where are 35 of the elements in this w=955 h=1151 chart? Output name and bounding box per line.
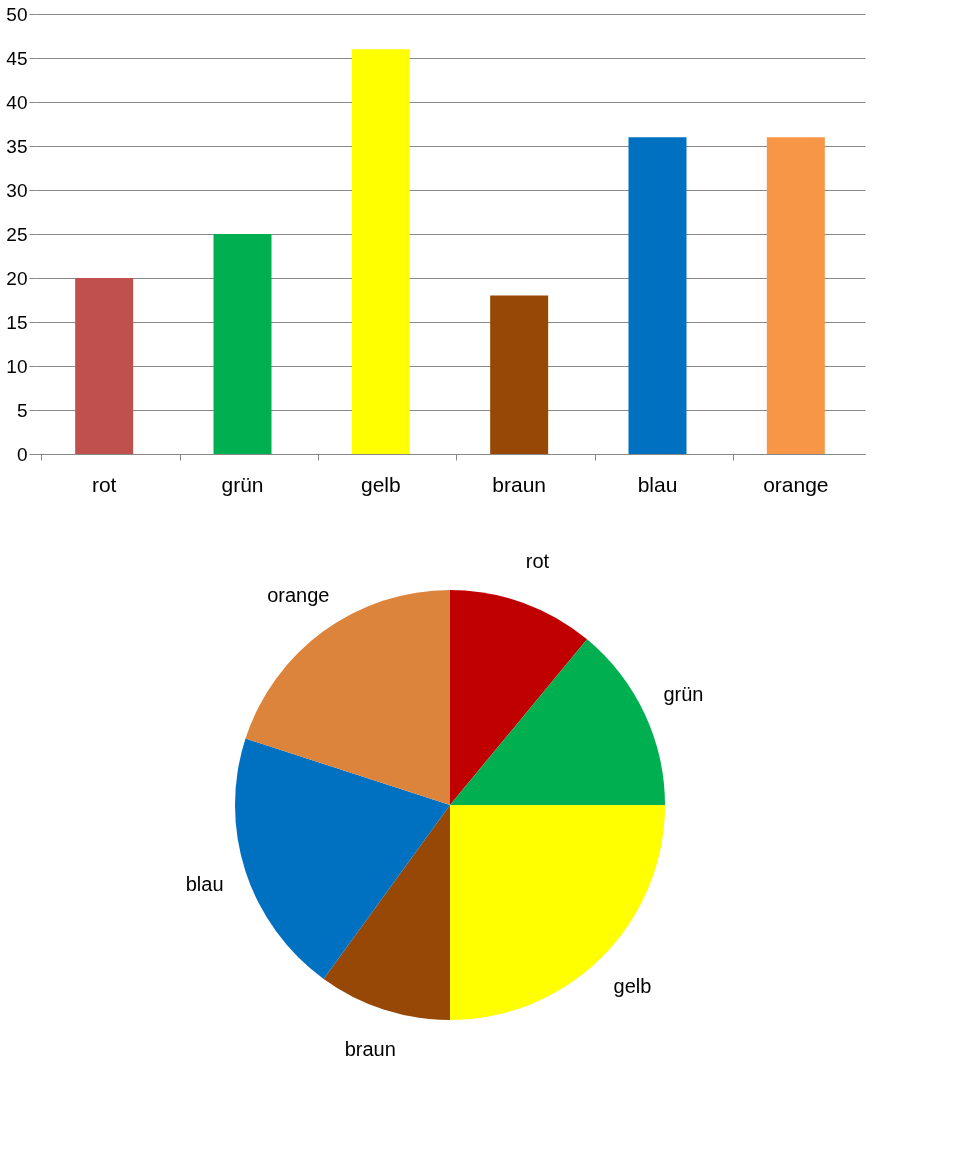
- y-tick-label: 20: [6, 267, 28, 289]
- bar: [628, 137, 687, 454]
- y-tick-label: 40: [6, 91, 28, 113]
- y-tick-label: 45: [6, 47, 28, 69]
- slice-label: orange: [267, 584, 330, 607]
- slice-label: braun: [344, 1038, 396, 1061]
- bar: [490, 295, 549, 454]
- x-tick-label: braun: [492, 472, 547, 496]
- pie-slice: [450, 590, 588, 805]
- bar: [213, 234, 272, 454]
- y-tick-label: 25: [6, 223, 28, 245]
- x-tick-label: rot: [91, 472, 117, 496]
- bar: [75, 278, 134, 454]
- slice-label: rot: [525, 550, 550, 573]
- y-tick-label: 0: [16, 443, 28, 465]
- slice-label: gelb: [613, 975, 652, 998]
- x-tick-label: orange: [763, 472, 829, 496]
- y-tick-label: 50: [6, 3, 28, 25]
- y-tick-label: 5: [16, 399, 28, 421]
- bar: [351, 49, 410, 454]
- x-tick-label: blau: [637, 472, 678, 496]
- slice-label: blau: [185, 872, 224, 895]
- x-tick-label: gelb: [360, 472, 401, 496]
- x-tick-label: grün: [221, 472, 264, 496]
- y-tick-label: 35: [6, 135, 28, 157]
- y-tick-label: 15: [6, 311, 28, 333]
- slice-label: grün: [663, 683, 704, 706]
- pie-slice: [323, 805, 450, 1020]
- pie-slice: [450, 639, 665, 805]
- bar: [766, 137, 825, 454]
- pie-slice: [245, 590, 450, 805]
- y-tick-label: 10: [6, 355, 28, 377]
- pie-slice: [450, 805, 665, 1020]
- y-tick-label: 30: [6, 179, 28, 201]
- pie-slice: [235, 738, 450, 979]
